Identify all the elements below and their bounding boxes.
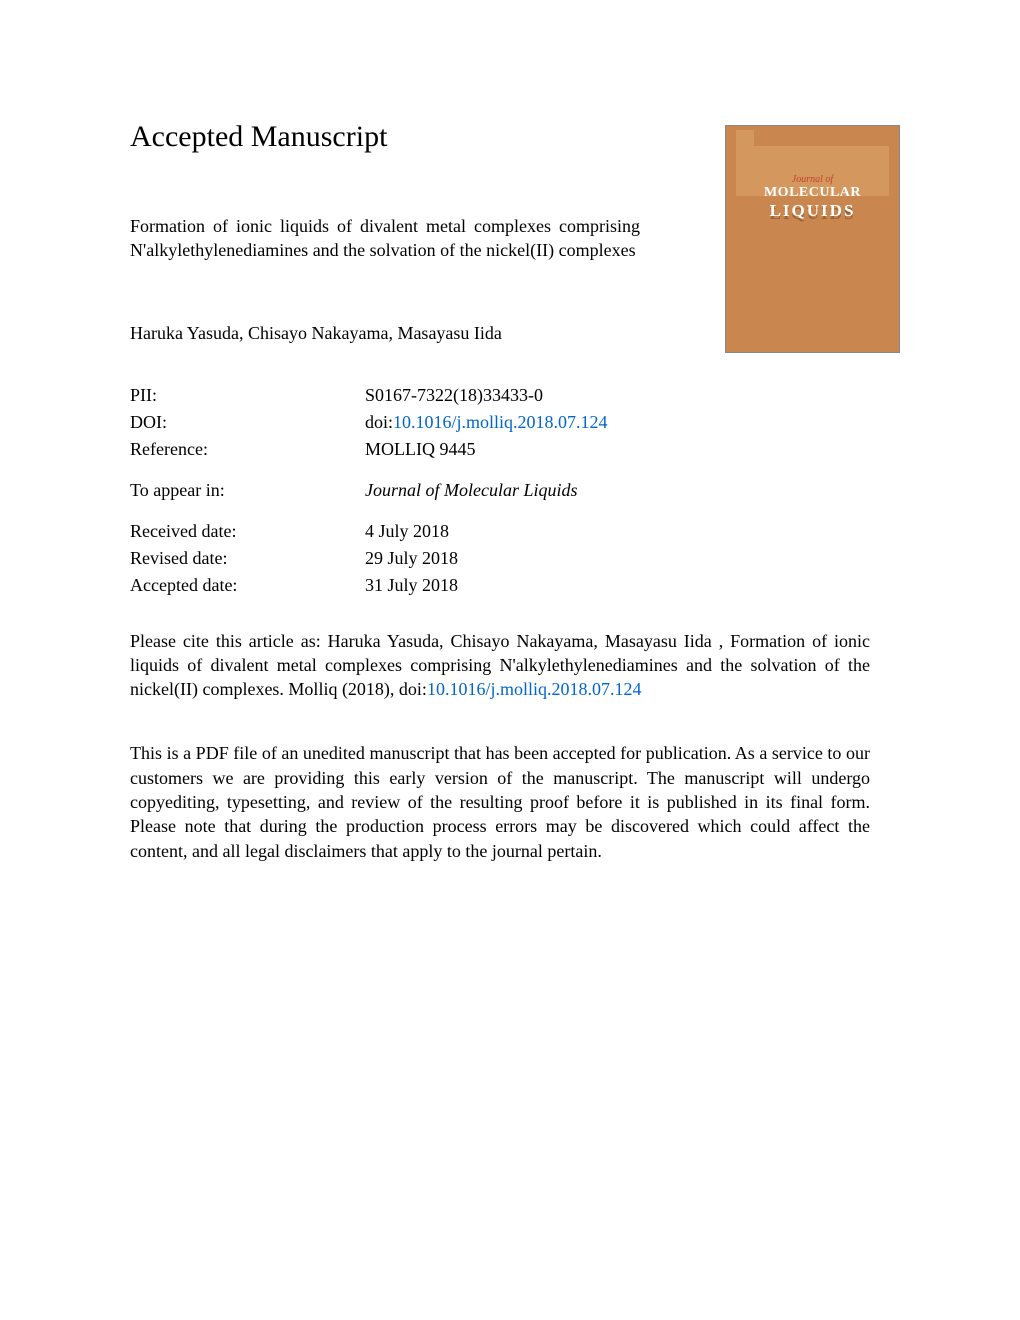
metadata-row-appear: To appear in: Journal of Molecular Liqui…	[130, 477, 870, 504]
metadata-row-accepted: Accepted date: 31 July 2018	[130, 572, 870, 599]
journal-title-block: Journal of MOLECULAR LIQUIDS	[726, 174, 899, 221]
appear-label: To appear in:	[130, 477, 365, 504]
revised-value: 29 July 2018	[365, 545, 870, 572]
doi-value: doi:10.1016/j.molliq.2018.07.124	[365, 409, 870, 436]
citation-text: Please cite this article as: Haruka Yasu…	[130, 629, 870, 702]
received-label: Received date:	[130, 518, 365, 545]
received-value: 4 July 2018	[365, 518, 870, 545]
article-title: Formation of ionic liquids of divalent m…	[130, 214, 640, 263]
pii-label: PII:	[130, 382, 365, 409]
doi-label: DOI:	[130, 409, 365, 436]
pii-value: S0167-7322(18)33433-0	[365, 382, 870, 409]
journal-cover: LIQUIDS Journal of MOLECULAR LIQUIDS	[725, 125, 900, 353]
journal-title-line1: MOLECULAR	[726, 185, 899, 201]
reference-value: MOLLIQ 9445	[365, 436, 870, 463]
accepted-value: 31 July 2018	[365, 572, 870, 599]
accepted-label: Accepted date:	[130, 572, 365, 599]
authors: Haruka Yasuda, Chisayo Nakayama, Masayas…	[130, 323, 640, 344]
appear-value: Journal of Molecular Liquids	[365, 477, 870, 504]
metadata-row-doi: DOI: doi:10.1016/j.molliq.2018.07.124	[130, 409, 870, 436]
page-title: Accepted Manuscript	[130, 120, 640, 154]
journal-title-line2: LIQUIDS	[726, 201, 899, 221]
revised-label: Revised date:	[130, 545, 365, 572]
metadata-row-reference: Reference: MOLLIQ 9445	[130, 436, 870, 463]
reference-label: Reference:	[130, 436, 365, 463]
metadata-row-received: Received date: 4 July 2018	[130, 518, 870, 545]
metadata-table: PII: S0167-7322(18)33433-0 DOI: doi:10.1…	[130, 382, 870, 599]
metadata-row-pii: PII: S0167-7322(18)33433-0	[130, 382, 870, 409]
citation-doi-link[interactable]: 10.1016/j.molliq.2018.07.124	[427, 679, 642, 699]
doi-link[interactable]: 10.1016/j.molliq.2018.07.124	[393, 412, 608, 432]
metadata-row-revised: Revised date: 29 July 2018	[130, 545, 870, 572]
journal-pretext: Journal of	[726, 174, 899, 185]
doi-prefix: doi:	[365, 412, 393, 432]
disclaimer-text: This is a PDF file of an unedited manusc…	[130, 741, 870, 862]
